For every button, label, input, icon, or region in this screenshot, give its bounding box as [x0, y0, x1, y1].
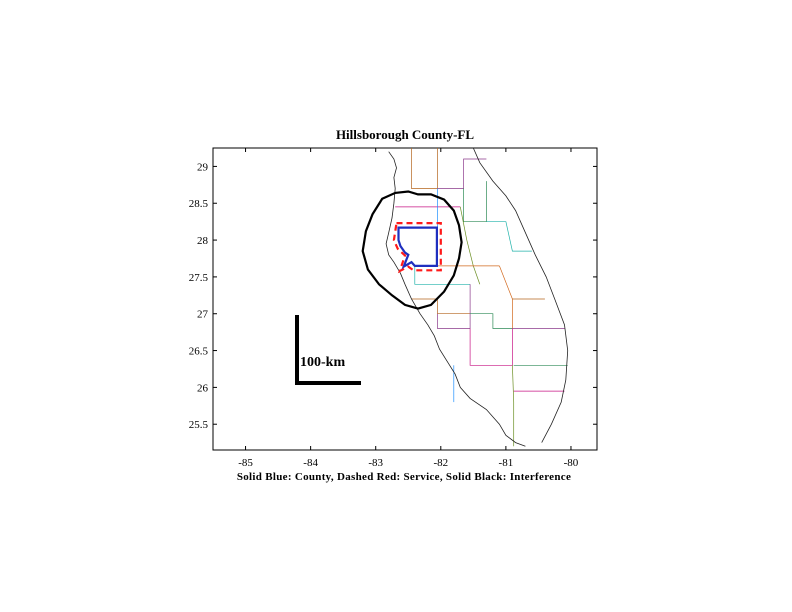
- x-axis-ticks: -85 -84 -83 -82 -81 -80: [238, 148, 579, 469]
- x-tick-label: -81: [499, 457, 514, 469]
- map-layer: [361, 148, 569, 447]
- interference-contour: [361, 190, 463, 310]
- county-border-line: [437, 284, 471, 329]
- map-caption: Solid Blue: County, Dashed Red: Service,…: [237, 471, 571, 483]
- service-contour: [392, 222, 442, 274]
- county-borders: [395, 148, 568, 447]
- county-border-line: [469, 328, 513, 366]
- x-tick-label: -83: [368, 457, 383, 469]
- y-tick-label: 28.5: [189, 198, 209, 210]
- county-border-line: [411, 298, 471, 315]
- y-tick-label: 29: [197, 161, 209, 173]
- y-tick-label: 28: [197, 235, 209, 247]
- county-border-line: [437, 158, 487, 189]
- county-border-line: [512, 365, 515, 447]
- county-border-line: [470, 313, 513, 329]
- county-border-line: [459, 206, 481, 285]
- county-boundary: [397, 226, 438, 270]
- y-axis-ticks: 25.5 26 26.5 27 27.5 28 28.5 29: [189, 161, 597, 431]
- y-tick-label: 26.5: [189, 346, 209, 358]
- y-tick-label: 27: [197, 309, 209, 321]
- x-tick-label: -82: [433, 457, 448, 469]
- county-border-line: [486, 221, 532, 252]
- county-border-line: [414, 265, 471, 285]
- y-tick-label: 25.5: [189, 419, 209, 431]
- y-tick-label: 26: [197, 382, 209, 394]
- county-border-line: [463, 181, 487, 223]
- east-coastline: [472, 148, 569, 443]
- x-tick-label: -85: [238, 457, 253, 469]
- y-tick-label: 27.5: [189, 272, 209, 284]
- scale-bar: 100-km: [295, 315, 361, 385]
- scale-bar-label: 100-km: [300, 355, 345, 370]
- county-border-line: [411, 148, 438, 189]
- map-title: Hillsborough County-FL: [336, 127, 474, 142]
- x-tick-label: -80: [564, 457, 579, 469]
- x-tick-label: -84: [303, 457, 318, 469]
